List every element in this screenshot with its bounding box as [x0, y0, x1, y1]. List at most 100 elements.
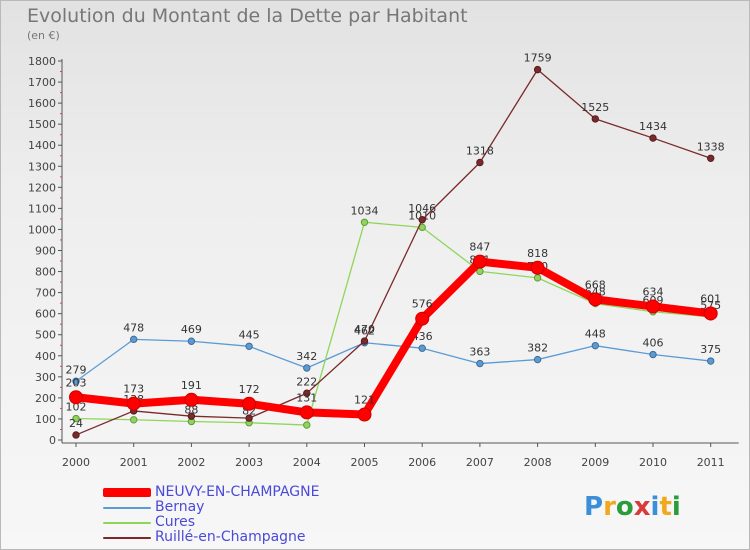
data-point-ruill-en-champagne	[476, 158, 484, 167]
data-point-bernay	[707, 357, 715, 365]
series-line-ruill-en-champagne	[75, 68, 712, 436]
data-point-ruill-en-champagne	[360, 337, 369, 345]
y-tick-label: 1100	[28, 202, 56, 215]
data-point-ruill-en-champagne	[418, 216, 426, 224]
data-label-ruill-en-champagne: 1759	[524, 52, 552, 65]
data-point-ruill-en-champagne	[533, 65, 542, 74]
y-tick-label: 1800	[28, 55, 56, 68]
data-point-bernay	[245, 342, 253, 351]
x-tick-label: 2001	[120, 456, 148, 469]
proxiti-logo: Proxiti	[584, 492, 681, 522]
x-tick-label: 2009	[581, 456, 609, 469]
data-point-ruill-en-champagne	[303, 389, 311, 397]
data-point-bernay	[533, 355, 542, 364]
logo-letter: i	[671, 492, 681, 522]
data-point-cures	[130, 416, 138, 424]
data-label-neuvy-en-champagne: 576	[412, 298, 433, 311]
y-tick-label: 300	[35, 371, 56, 384]
data-point-neuvy-en-champagne	[415, 311, 430, 326]
data-label-neuvy-en-champagne: 634	[643, 286, 664, 299]
chart-unit: (en €)	[27, 29, 60, 42]
y-tick-label: 1200	[28, 181, 56, 194]
data-point-cures	[533, 274, 542, 282]
data-point-neuvy-en-champagne	[299, 405, 314, 420]
data-point-neuvy-en-champagne	[472, 254, 487, 269]
data-point-bernay	[418, 344, 426, 352]
data-label-neuvy-en-champagne: 818	[527, 247, 548, 260]
y-tick-label: 0	[49, 434, 56, 447]
data-label-cures: 102	[66, 401, 87, 414]
y-tick-label: 700	[35, 287, 56, 300]
logo-letter: P	[584, 492, 604, 522]
data-label-cures: 575	[700, 299, 721, 312]
y-tick-label: 200	[35, 392, 56, 405]
y-tick-label: 1000	[28, 223, 56, 236]
data-label-bernay: 342	[296, 350, 317, 363]
data-label-bernay: 375	[700, 343, 721, 356]
x-tick-label: 2011	[697, 456, 725, 469]
x-tick-label: 2008	[524, 456, 552, 469]
data-point-bernay	[649, 350, 657, 359]
y-tick-label: 500	[35, 329, 56, 342]
legend-swatch-cures	[103, 515, 153, 530]
data-label-bernay: 363	[469, 346, 490, 359]
data-point-bernay	[130, 335, 138, 344]
x-tick-label: 2000	[62, 456, 90, 469]
logo-letter: x	[633, 492, 651, 522]
x-tick-label: 2006	[408, 456, 436, 469]
data-label-cures: 1034	[351, 204, 379, 217]
data-label-ruill-en-champagne: 1525	[581, 101, 609, 114]
data-point-neuvy-en-champagne	[530, 260, 545, 275]
data-point-neuvy-en-champagne	[184, 392, 199, 407]
data-label-bernay: 469	[181, 323, 202, 336]
data-label-bernay: 382	[527, 342, 548, 355]
data-point-neuvy-en-champagne	[646, 299, 660, 314]
data-point-neuvy-en-champagne	[357, 407, 372, 422]
data-point-neuvy-en-champagne	[242, 396, 257, 411]
y-tick-label: 1500	[28, 118, 56, 131]
data-point-neuvy-en-champagne	[703, 306, 718, 321]
x-tick-label: 2010	[639, 456, 667, 469]
data-label-neuvy-en-champagne: 191	[181, 379, 202, 392]
data-point-ruill-en-champagne	[72, 431, 80, 439]
logo-letter: t	[659, 492, 672, 522]
data-point-ruill-en-champagne	[707, 154, 715, 162]
data-point-ruill-en-champagne	[187, 412, 196, 420]
data-label-neuvy-en-champagne: 668	[585, 278, 606, 291]
data-label-ruill-en-champagne: 222	[296, 375, 317, 388]
y-tick-label: 400	[35, 350, 56, 363]
legend-swatch-bernay	[103, 500, 153, 515]
logo-letter: i	[650, 492, 660, 522]
x-tick-label: 2007	[466, 456, 494, 469]
y-tick-label: 1600	[28, 97, 56, 110]
legend-label-neuvy: NEUVY-EN-CHAMPAGNE	[155, 484, 320, 500]
y-tick-label: 800	[35, 266, 56, 279]
data-point-ruill-en-champagne	[245, 414, 253, 422]
data-point-bernay	[72, 377, 80, 385]
data-point-bernay	[591, 341, 599, 350]
data-label-ruill-en-champagne: 470	[354, 323, 375, 336]
legend-swatch-ruille	[103, 530, 153, 545]
data-point-cures	[360, 218, 369, 226]
data-point-ruill-en-champagne	[591, 115, 599, 123]
data-label-neuvy-en-champagne: 131	[296, 391, 317, 404]
data-point-bernay	[476, 359, 484, 368]
logo-letter: o	[615, 492, 634, 522]
data-point-ruill-en-champagne	[649, 134, 657, 142]
legend-label-bernay: Bernay	[155, 499, 205, 515]
data-label-ruill-en-champagne: 1434	[639, 120, 667, 133]
y-tick-label: 100	[35, 413, 56, 426]
data-label-bernay: 279	[66, 363, 87, 376]
data-point-neuvy-en-champagne	[126, 396, 141, 411]
data-label-neuvy-en-champagne: 172	[239, 383, 260, 396]
data-point-neuvy-en-champagne	[69, 390, 83, 405]
legend-label-ruille: Ruillé-en-Champagne	[155, 529, 306, 545]
legend-label-cures: Cures	[155, 514, 196, 530]
data-label-neuvy-en-champagne: 847	[469, 241, 490, 254]
data-label-ruill-en-champagne: 1318	[466, 144, 494, 157]
y-tick-label: 900	[35, 245, 56, 258]
data-label-ruill-en-champagne: 24	[69, 417, 83, 430]
x-tick-label: 2005	[351, 456, 379, 469]
x-tick-label: 2002	[177, 456, 205, 469]
